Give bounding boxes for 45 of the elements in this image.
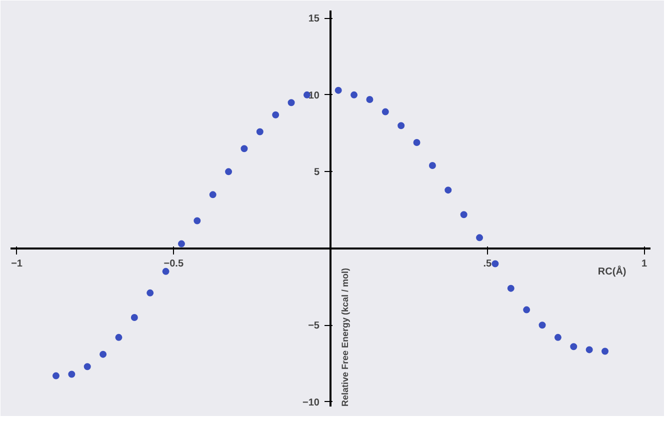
point	[288, 99, 295, 106]
x-tick-label: 1	[641, 258, 648, 270]
point	[428, 162, 436, 170]
point	[209, 191, 216, 198]
point	[460, 211, 468, 218]
point	[146, 289, 154, 296]
y-tick-label: −10	[302, 397, 320, 408]
point	[256, 128, 264, 136]
point	[444, 186, 452, 194]
point	[68, 370, 76, 378]
point	[570, 343, 578, 350]
point	[398, 122, 405, 130]
y-tick-label: 15	[308, 14, 320, 25]
point	[225, 168, 232, 176]
point	[334, 86, 342, 94]
point	[602, 348, 609, 355]
x-tick-label: −0.5	[164, 258, 184, 270]
y-tick-label: 10	[308, 90, 320, 102]
point	[476, 234, 484, 242]
point	[350, 91, 358, 98]
point	[507, 284, 514, 292]
x-tick-label: .5	[483, 258, 492, 270]
point	[586, 346, 593, 354]
point	[162, 268, 170, 275]
point	[366, 96, 374, 104]
point	[413, 139, 420, 146]
point	[554, 334, 562, 341]
x-tick-label: −1	[11, 258, 23, 270]
y-axis-title: Relative Free Energy (kcal / mol)	[340, 268, 350, 406]
point	[272, 111, 280, 118]
x-axis-title: RC(Å)	[598, 266, 626, 278]
y-tick-label: 5	[314, 167, 320, 178]
point	[52, 372, 60, 380]
point	[382, 108, 389, 116]
point	[523, 306, 530, 314]
point	[100, 350, 107, 358]
point	[240, 145, 248, 152]
point	[178, 240, 185, 248]
point	[84, 363, 91, 370]
point	[538, 322, 546, 329]
point	[130, 314, 138, 321]
point	[492, 260, 499, 268]
point	[194, 217, 201, 224]
y-tick-label: −5	[308, 320, 320, 332]
point	[115, 334, 122, 341]
